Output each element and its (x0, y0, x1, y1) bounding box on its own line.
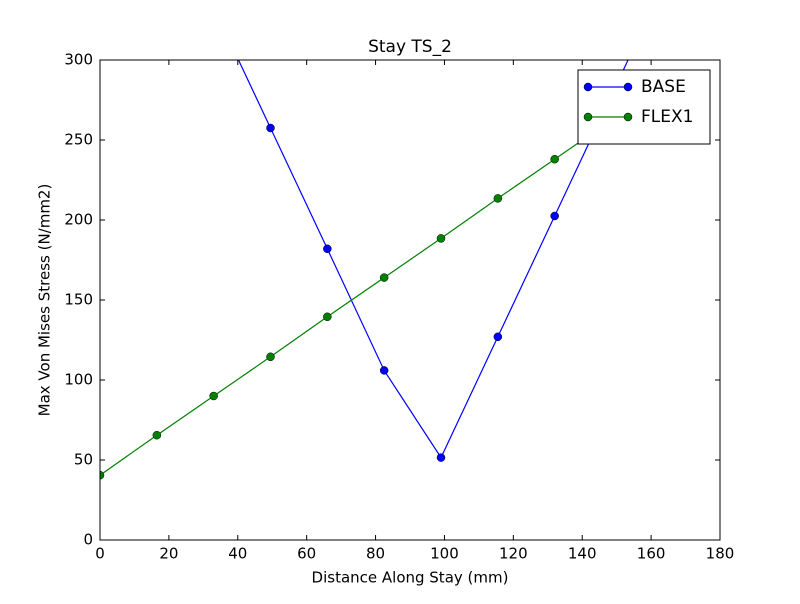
y-tick-label: 50 (74, 451, 93, 469)
legend-label: BASE (641, 77, 686, 97)
legend-box (577, 69, 711, 145)
x-tick-label: 100 (430, 545, 459, 563)
data-point (550, 211, 559, 221)
x-tick-label: 120 (499, 545, 528, 563)
data-point (379, 366, 389, 375)
data-point (100, 470, 105, 480)
y-tick-label: 150 (64, 291, 93, 309)
y-tick-label: 100 (64, 371, 93, 389)
y-tick-label: 0 (83, 531, 93, 549)
y-axis-label: Max Von Mises Stress (N/mm2) (36, 184, 54, 417)
legend-marker (583, 112, 593, 122)
legend-label: FLEX1 (641, 107, 693, 127)
data-point (436, 234, 446, 243)
x-tick-label: 140 (568, 545, 597, 563)
y-tick-label: 200 (64, 211, 93, 229)
y-tick-label: 250 (64, 131, 93, 149)
y-tick-label: 300 (64, 51, 93, 69)
chart-title: Stay TS_2 (368, 37, 452, 57)
series-line (100, 119, 612, 476)
legend-marker (623, 112, 633, 122)
data-point (323, 312, 332, 322)
data-point (323, 244, 332, 254)
data-point (493, 194, 503, 203)
data-point (152, 430, 162, 440)
x-tick-label: 180 (706, 545, 735, 563)
x-tick-label: 60 (297, 545, 316, 563)
data-point (550, 154, 559, 164)
legend-marker (583, 82, 593, 92)
x-tick-label: 40 (228, 545, 247, 563)
data-point (379, 273, 389, 282)
data-point (209, 391, 218, 401)
legend-marker (623, 82, 633, 92)
x-tick-label: 160 (637, 545, 666, 563)
x-tick-label: 0 (95, 545, 105, 563)
x-axis-label: Distance Along Stay (mm) (312, 569, 509, 587)
data-point (493, 332, 503, 342)
x-tick-label: 20 (159, 545, 178, 563)
data-point (266, 123, 275, 133)
data-point (436, 453, 446, 462)
data-point (266, 352, 275, 362)
x-tick-label: 80 (366, 545, 385, 563)
